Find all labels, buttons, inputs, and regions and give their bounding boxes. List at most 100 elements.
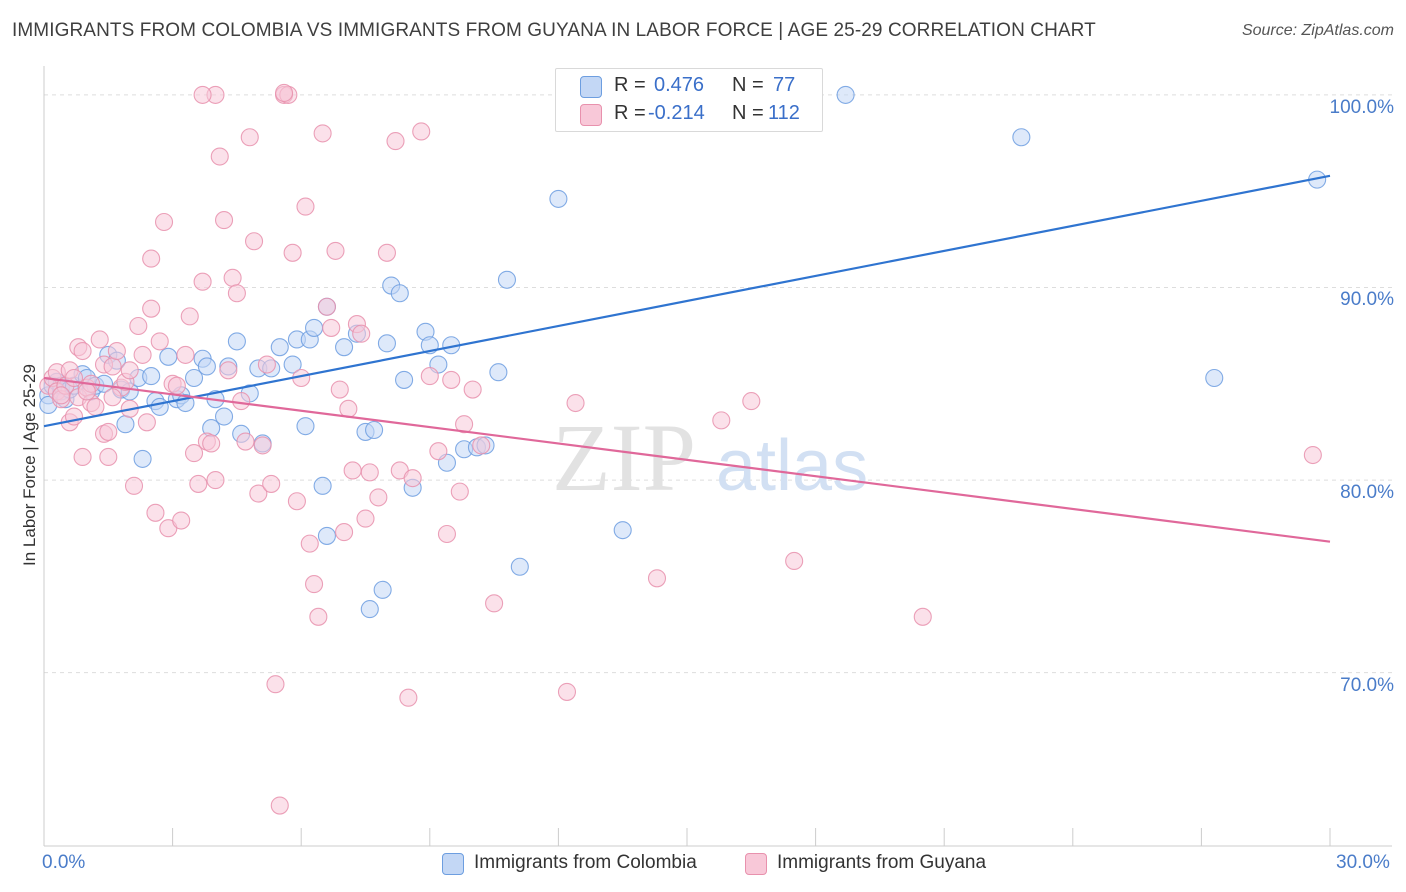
data-point <box>150 332 169 351</box>
data-point <box>296 417 315 436</box>
data-point <box>489 363 508 382</box>
data-point <box>412 122 431 141</box>
data-point <box>107 341 126 361</box>
gridlines <box>44 94 1392 674</box>
x-tick-label-max: 30.0% <box>1336 852 1390 873</box>
data-point <box>73 341 92 361</box>
data-point <box>206 471 225 490</box>
data-point <box>189 474 208 493</box>
data-point <box>360 463 379 482</box>
data-point <box>124 476 144 495</box>
data-point <box>99 447 118 467</box>
data-point <box>146 503 165 522</box>
data-point <box>322 318 341 337</box>
data-point <box>283 355 302 374</box>
data-point <box>742 392 761 411</box>
data-point <box>232 392 251 411</box>
data-point <box>377 243 396 262</box>
data-point <box>1012 128 1031 147</box>
data-point <box>442 370 461 389</box>
series-legend-label: Immigrants from Colombia <box>474 852 697 873</box>
data-point <box>647 569 667 588</box>
data-point <box>142 367 161 386</box>
data-point <box>172 511 191 530</box>
data-point <box>197 357 216 376</box>
data-point <box>437 524 456 544</box>
x-tick-label-min: 0.0% <box>42 852 86 873</box>
data-point <box>360 600 379 619</box>
data-point <box>210 147 229 166</box>
data-point <box>313 124 332 143</box>
data-point <box>103 357 122 376</box>
data-point <box>116 415 135 434</box>
data-point <box>193 85 212 104</box>
data-point <box>712 411 731 430</box>
data-point <box>193 272 212 291</box>
data-point <box>429 442 448 461</box>
series-legend-swatch-colombia <box>442 853 464 875</box>
data-point <box>180 307 199 326</box>
legend-swatch-colombia <box>580 76 602 98</box>
data-point <box>549 189 568 208</box>
legend-row-guyana: R = -0.214 N = 112 <box>556 101 822 127</box>
y-tick-label: 70.0% <box>1340 674 1394 696</box>
data-point <box>455 415 474 434</box>
data-point <box>913 607 932 626</box>
data-point <box>253 436 272 455</box>
series-legend-label: Immigrants from Guyana <box>777 852 987 873</box>
legend-n-label: N = <box>732 74 764 96</box>
legend-r-value: -0.214 <box>648 102 705 124</box>
data-point <box>227 332 246 351</box>
data-point <box>73 447 92 467</box>
data-point <box>785 551 804 571</box>
data-point <box>326 241 345 260</box>
data-point <box>472 436 491 455</box>
data-point <box>184 368 204 388</box>
legend-r-value: 0.476 <box>654 74 705 96</box>
data-point <box>120 361 139 380</box>
data-point <box>240 128 259 147</box>
data-point <box>335 338 354 357</box>
data-point <box>403 469 422 488</box>
data-point <box>365 420 384 440</box>
chart-title: IMMIGRANTS FROM COLOMBIA VS IMMIGRANTS F… <box>12 20 1096 41</box>
data-point <box>227 284 246 303</box>
data-point <box>77 382 96 401</box>
legend-r-label: R = <box>614 74 646 96</box>
data-point <box>566 393 585 413</box>
data-point <box>223 268 242 287</box>
data-point <box>99 422 118 441</box>
data-point <box>369 488 388 507</box>
trend-line-colombia <box>43 174 1331 428</box>
data-point <box>309 607 328 626</box>
data-point <box>90 330 109 349</box>
data-point <box>287 492 306 511</box>
data-point <box>270 796 289 815</box>
data-point <box>244 232 264 251</box>
data-point <box>305 575 324 594</box>
data-point <box>236 432 255 451</box>
y-tick-label: 90.0% <box>1340 289 1394 311</box>
data-point <box>283 243 302 262</box>
y-tick-label: 100.0% <box>1329 96 1394 118</box>
data-point <box>305 318 324 337</box>
y-axis-label: In Labor Force | Age 25-29 <box>20 364 39 566</box>
data-point <box>137 413 156 432</box>
trend-line-guyana <box>43 376 1331 543</box>
series-legend-swatch-guyana <box>745 853 767 875</box>
data-point <box>356 509 375 528</box>
data-point <box>386 132 405 151</box>
data-point <box>485 594 504 613</box>
legend-n-label: N = <box>732 102 764 124</box>
trend-lines <box>43 174 1331 543</box>
data-point <box>150 397 169 416</box>
data-point <box>1205 368 1224 388</box>
data-point <box>373 580 392 599</box>
data-point <box>420 367 439 386</box>
data-point <box>1303 445 1322 465</box>
data-point <box>317 526 336 545</box>
data-point <box>275 83 294 103</box>
data-point <box>103 388 122 407</box>
data-point <box>317 297 336 316</box>
data-point <box>214 407 234 426</box>
